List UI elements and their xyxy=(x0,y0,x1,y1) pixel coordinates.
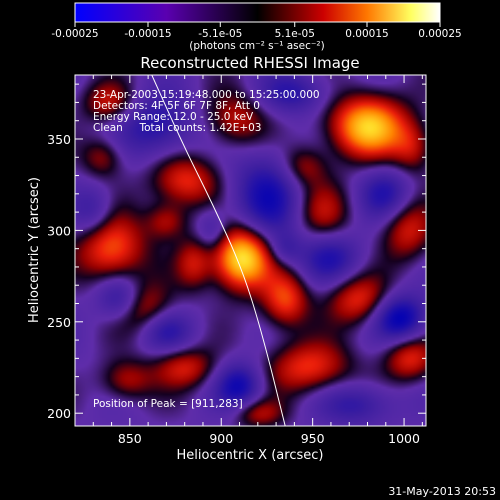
colorbar-tick-label: 5.1e-05 xyxy=(275,28,315,40)
colorbar: -0.00025 -0.00015 -5.1e-05 5.1e-05 0.00015 0.… xyxy=(51,2,462,52)
y-axis-label: Heliocentric Y (arcsec) xyxy=(27,177,42,323)
colorbar-gradient xyxy=(74,2,441,23)
colorbar-unit-label: (photons cm⁻² s⁻¹ asec⁻²) xyxy=(189,40,324,52)
y-tick-label: 250 xyxy=(47,315,71,330)
plot-area: 850 900 950 1000 200 250 300 350 xyxy=(47,74,427,446)
y-tick-label: 350 xyxy=(47,132,71,147)
annotation-clean: Clean Total counts: 1.42E+03 xyxy=(93,122,262,134)
y-tick-label: 200 xyxy=(47,406,71,421)
annotation-block: 23-Apr-2003 15:19:48.000 to 15:25:00.000… xyxy=(93,89,320,134)
peak-position-label: Position of Peak = [911,283] xyxy=(93,398,243,410)
solar-limb-curve xyxy=(151,75,286,426)
x-tick-label: 900 xyxy=(209,431,233,446)
heatmap-image xyxy=(75,75,426,426)
chart-title: Reconstructed RHESSI Image xyxy=(140,54,359,72)
y-tick-label: 300 xyxy=(47,223,71,238)
annotation-detectors: Detectors: 4F 5F 6F 7F 8F, Att 0 xyxy=(93,100,260,112)
colorbar-tick-label: -0.00015 xyxy=(124,28,171,40)
footer-timestamp: 31-May-2013 20:53 xyxy=(388,485,496,498)
colorbar-tick-label: 0.00025 xyxy=(418,28,461,40)
x-tick-label: 850 xyxy=(118,431,142,446)
plot-frame xyxy=(74,74,427,427)
colorbar-tick-label: 0.00015 xyxy=(345,28,388,40)
x-tick-label: 1000 xyxy=(388,431,420,446)
colorbar-tick-label: -0.00025 xyxy=(51,28,98,40)
annotation-energy: Energy Range: 12.0 - 25.0 keV xyxy=(93,111,254,123)
x-axis-label: Heliocentric X (arcsec) xyxy=(177,448,324,463)
annotation-time: 23-Apr-2003 15:19:48.000 to 15:25:00.000 xyxy=(93,89,320,101)
colorbar-tick-label: -5.1e-05 xyxy=(198,28,242,40)
x-tick-label: 950 xyxy=(301,431,325,446)
